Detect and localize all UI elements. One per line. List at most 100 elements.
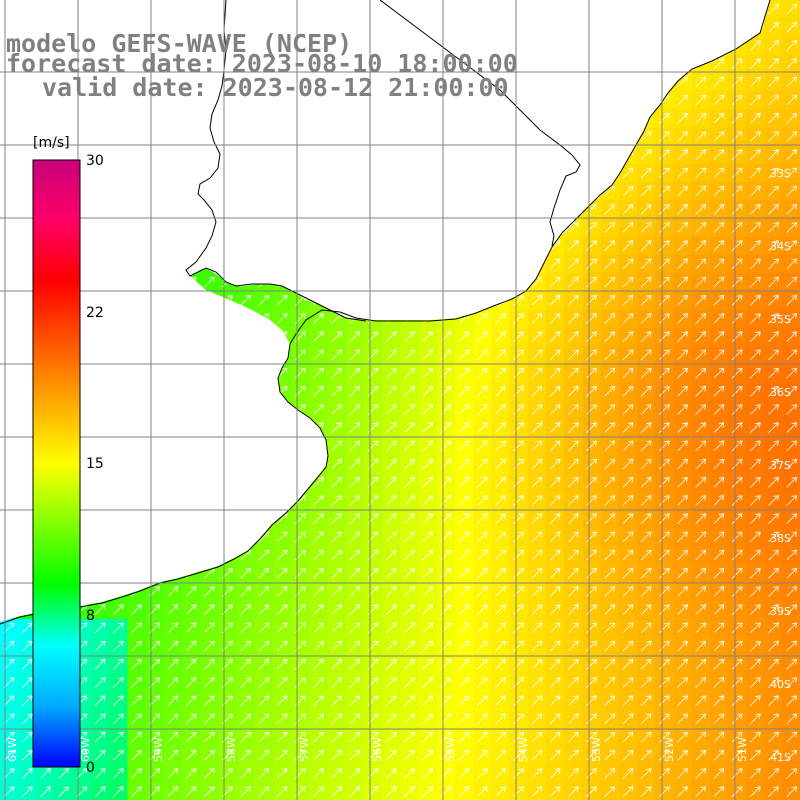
wind-arrow [731,203,743,215]
wind-arrow [386,404,397,415]
wind-arrow [659,313,670,324]
wind-arrow [750,58,761,69]
wind-arrow [458,731,470,743]
wind-arrow [768,731,779,743]
wind-arrow [240,586,252,597]
land-area-buenos-aires [0,276,328,622]
wind-arrow [513,513,525,524]
wind-arrow [568,658,579,670]
wind-arrow [131,604,142,615]
wind-arrow [404,622,415,634]
wind-arrow [422,476,434,488]
wind-arrow [3,622,15,634]
wind-arrow [386,713,397,725]
wind-arrow [677,367,688,379]
wind-arrow [204,604,215,615]
wind-arrow [331,331,343,342]
wind-arrow [622,695,634,706]
wind-arrow [458,604,470,615]
wind-arrow [477,313,488,324]
wind-arrow [331,458,343,470]
wind-arrow [422,768,434,779]
wind-arrow [240,731,252,743]
wind-arrow [713,76,725,88]
wind-arrow [349,531,361,543]
wind-arrow [640,258,652,270]
wind-arrow [331,549,343,561]
wind-arrow [659,185,670,197]
wind-arrow [404,531,415,543]
wind-arrow [276,677,288,688]
wind-arrow [659,786,670,797]
wind-arrow [94,640,106,652]
wind-arrow [113,622,124,634]
wind-arrow [495,349,506,361]
wind-arrow [386,749,397,761]
wind-arrow [513,476,525,488]
wind-arrow [786,367,798,379]
wind-arrow [531,731,543,743]
wind-arrow [750,258,761,270]
wind-arrow [349,495,361,506]
wind-arrow [404,731,415,743]
wind-arrow [750,458,761,470]
wind-arrow [695,276,707,288]
wind-arrow [659,240,670,251]
wind-arrow [458,495,470,506]
wind-arrow [750,695,761,706]
wind-arrow [531,622,543,634]
wind-arrow [258,695,270,706]
wind-arrow [276,768,288,779]
wind-arrow [659,586,670,597]
wind-arrow [313,658,324,670]
wind-arrow [786,203,798,215]
wind-arrow [349,458,361,470]
wind-arrow [477,495,488,506]
wind-arrow [659,258,670,270]
wind-arrow [677,294,688,306]
wind-arrow [695,749,707,761]
wind-arrow [276,586,288,597]
wind-arrow [3,640,15,652]
wind-arrow [713,695,725,706]
wind-arrow [513,604,525,615]
wind-arrow [495,495,506,506]
wind-arrow [622,749,634,761]
wind-arrow [276,695,288,706]
wind-arrow [185,749,197,761]
wind-arrow [622,222,634,233]
wind-arrow [604,658,616,670]
wind-arrow [458,658,470,670]
wind-arrow [659,222,670,233]
wind-arrow [659,622,670,634]
wind-arrow [477,458,488,470]
wind-arrow [604,404,616,415]
wind-arrow [331,622,343,634]
wind-arrow [458,586,470,597]
wind-arrow [731,331,743,342]
wind-arrow [131,786,142,797]
wind-arrow [240,567,252,579]
wind-arrow [313,622,324,634]
wind-arrow [786,422,798,433]
wind-arrow [768,749,779,761]
wind-arrow [695,258,707,270]
wind-arrow [622,294,634,306]
wind-arrow [695,294,707,306]
wind-arrow [94,622,106,634]
wind-arrow [713,331,725,342]
wind-arrow [731,677,743,688]
wind-arrow [258,549,270,561]
wind-arrow [750,185,761,197]
wind-arrow [549,640,561,652]
wind-arrow [404,713,415,725]
wind-arrow [386,476,397,488]
wind-arrow [786,768,798,779]
wind-arrow [131,749,142,761]
colorbar-unit: [m/s] [33,135,70,151]
wind-arrow [786,677,798,688]
wind-arrow [622,331,634,342]
wind-arrow [568,458,579,470]
wind-arrow [677,112,688,124]
wind-arrow [659,149,670,160]
